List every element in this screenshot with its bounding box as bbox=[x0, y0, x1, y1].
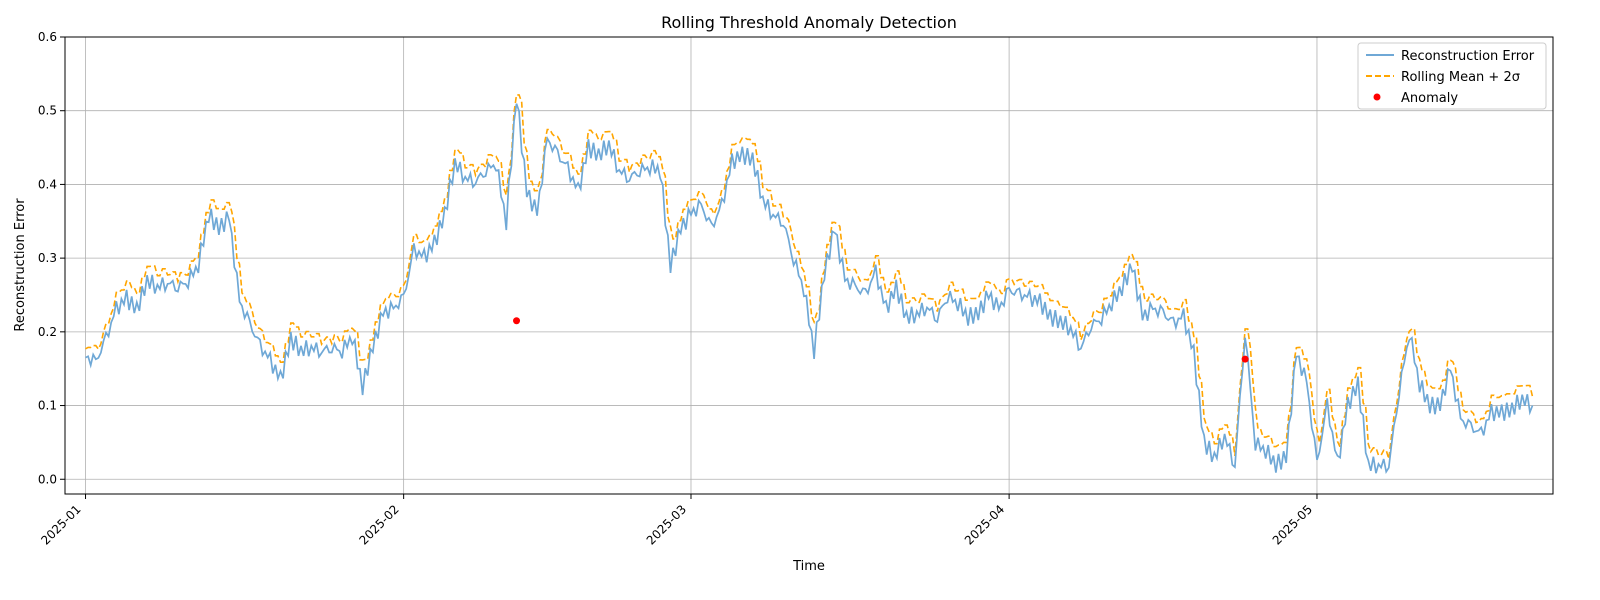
series-rolling-threshold bbox=[85, 94, 1534, 460]
legend-label-rolling-mean: Rolling Mean + 2σ bbox=[1401, 70, 1520, 85]
legend: Reconstruction Error Rolling Mean + 2σ A… bbox=[1357, 42, 1547, 110]
anomaly-point bbox=[1241, 355, 1249, 363]
y-tick-label: 0.5 bbox=[38, 104, 57, 118]
y-tick-label: 0.0 bbox=[38, 472, 57, 486]
series-layer bbox=[85, 94, 1534, 475]
y-tick-label: 0.4 bbox=[38, 177, 57, 191]
chart-title: Rolling Threshold Anomaly Detection bbox=[661, 13, 957, 32]
y-axis: 0.0 0.1 0.2 0.3 0.4 0.5 0.6 bbox=[38, 30, 65, 486]
x-axis-title: Time bbox=[792, 559, 825, 574]
legend-label-anomaly: Anomaly bbox=[1401, 91, 1458, 106]
grid-lines bbox=[65, 36, 1553, 494]
y-tick-label: 0.6 bbox=[38, 30, 57, 44]
y-axis-title: Reconstruction Error bbox=[13, 198, 28, 332]
legend-label-reconstruction-error: Reconstruction Error bbox=[1401, 49, 1535, 64]
legend-swatch-anomaly bbox=[1373, 93, 1381, 101]
y-tick-label: 0.2 bbox=[38, 325, 57, 339]
y-tick-label: 0.1 bbox=[38, 399, 57, 413]
y-tick-label: 0.3 bbox=[38, 251, 57, 265]
anomaly-point bbox=[513, 317, 521, 325]
legend-box bbox=[1357, 42, 1547, 110]
plot-frame bbox=[64, 36, 1554, 495]
series-reconstruction-error bbox=[85, 103, 1534, 475]
